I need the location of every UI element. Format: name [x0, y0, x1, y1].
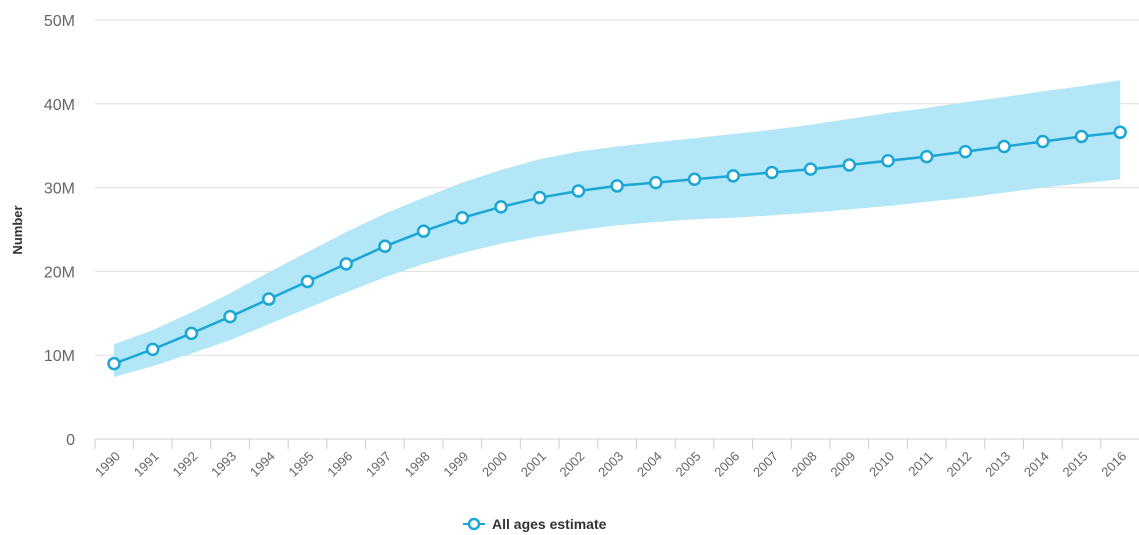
- data-point[interactable]: [997, 139, 1011, 154]
- y-axis-label: Number: [10, 205, 25, 254]
- x-tick-label: 1996: [324, 449, 355, 480]
- y-tick-label: 40M: [44, 97, 75, 114]
- x-tick-label: 2008: [789, 449, 820, 480]
- x-tick-label: 2005: [673, 449, 704, 480]
- data-point[interactable]: [726, 169, 740, 183]
- x-tick-label: 1999: [440, 449, 471, 480]
- y-tick-label: 50M: [44, 13, 75, 30]
- x-tick-label: 2012: [943, 449, 974, 480]
- data-point[interactable]: [494, 200, 508, 214]
- x-tick-label: 2009: [827, 449, 858, 480]
- uncertainty-band: [114, 80, 1121, 378]
- data-points: [107, 125, 1127, 371]
- data-point[interactable]: [455, 211, 470, 225]
- data-point[interactable]: [300, 274, 315, 289]
- y-axis: 0 10M 20M 30M 40M 50M: [44, 13, 75, 449]
- data-point[interactable]: [339, 257, 353, 271]
- data-point[interactable]: [1074, 129, 1089, 144]
- y-tick-label: 0: [66, 432, 75, 449]
- data-point[interactable]: [262, 292, 276, 306]
- data-point[interactable]: [687, 172, 702, 186]
- x-tick-label: 1993: [208, 449, 239, 480]
- x-tick-label: 2004: [634, 449, 665, 480]
- data-point[interactable]: [881, 154, 895, 168]
- x-tick-label: 2007: [750, 449, 781, 480]
- data-point[interactable]: [919, 149, 934, 164]
- x-axis: 1990 1991 1992 1993 1994 1995 1996 1997 1998 1999…: [92, 438, 1139, 480]
- y-tick-label: 10M: [44, 348, 75, 365]
- data-point[interactable]: [416, 224, 431, 238]
- data-point[interactable]: [765, 165, 779, 180]
- data-point[interactable]: [223, 309, 237, 324]
- x-tick-label: 2003: [595, 449, 626, 480]
- data-point[interactable]: [107, 356, 121, 371]
- x-tick-label: 2000: [479, 449, 510, 480]
- data-point[interactable]: [184, 326, 199, 341]
- data-point[interactable]: [610, 179, 624, 193]
- data-point[interactable]: [649, 175, 663, 190]
- data-point[interactable]: [1036, 134, 1050, 149]
- x-tick-label: 2002: [556, 449, 587, 480]
- chart: 0 10M 20M 30M 40M 50M 1990 1991 1992 1993 1994 199…: [10, 13, 1139, 480]
- x-tick-label: 2016: [1098, 449, 1129, 480]
- x-tick-label: 1992: [169, 449, 200, 480]
- x-tick-label: 1997: [363, 449, 394, 480]
- data-point[interactable]: [1113, 125, 1127, 140]
- y-tick-label: 20M: [44, 264, 75, 281]
- data-point[interactable]: [958, 144, 973, 159]
- legend[interactable]: All ages estimate: [462, 513, 606, 535]
- data-point[interactable]: [842, 158, 857, 172]
- x-tick-label: 1998: [402, 449, 433, 480]
- x-tick-label: 2014: [1021, 449, 1052, 480]
- x-tick-label: 2006: [711, 449, 742, 480]
- legend-series-marker-icon: [463, 517, 485, 531]
- x-tick-label: 2010: [866, 449, 897, 480]
- x-tick-label: 2015: [1060, 449, 1091, 480]
- data-point[interactable]: [803, 162, 818, 176]
- x-tick-label: 2011: [905, 449, 935, 479]
- x-tick-label: 1994: [247, 449, 278, 480]
- data-point[interactable]: [145, 342, 160, 357]
- x-tick-label: 1991: [131, 449, 162, 480]
- data-point[interactable]: [378, 239, 392, 254]
- data-point[interactable]: [532, 190, 547, 205]
- legend-label: All ages estimate: [492, 516, 607, 532]
- x-tick-label: 1995: [286, 449, 317, 480]
- y-tick-label: 30M: [44, 181, 75, 198]
- x-tick-label: 2001: [518, 449, 549, 480]
- confidence-band: [114, 80, 1121, 378]
- x-tick-label: 2013: [982, 449, 1013, 480]
- x-tick-label: 1990: [92, 449, 123, 480]
- data-point[interactable]: [571, 184, 586, 198]
